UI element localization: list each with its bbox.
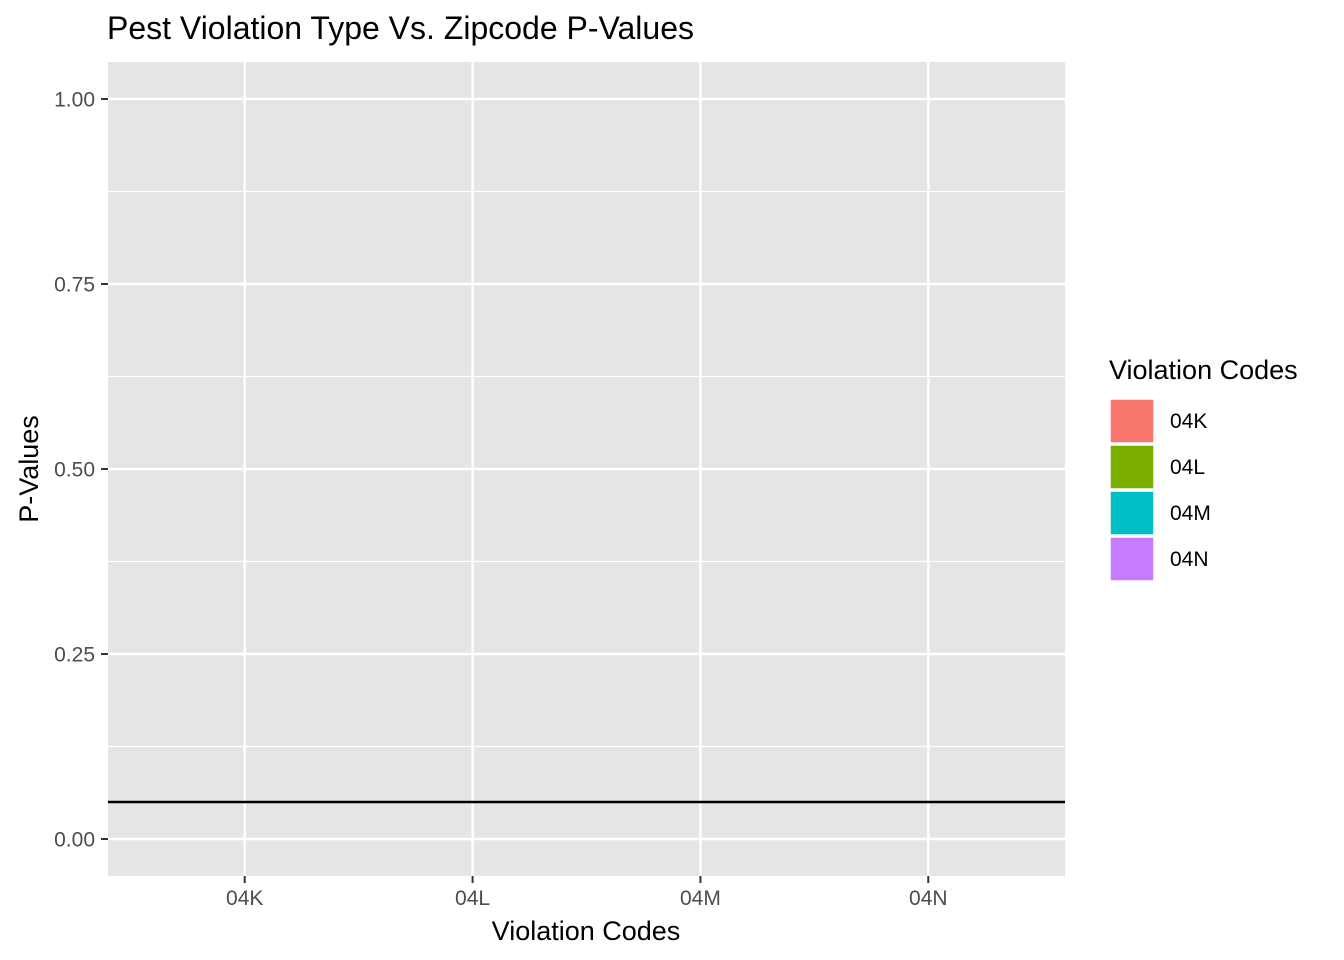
y-tick-label: 0.75: [54, 274, 95, 297]
legend-label-04k: 04K: [1170, 410, 1207, 433]
legend-label-04n: 04N: [1170, 548, 1209, 571]
y-tick-label: 0.50: [54, 459, 95, 482]
x-tick-label: 04L: [455, 887, 490, 910]
legend-key-04l: [1109, 444, 1155, 490]
legend-title: Violation Codes: [1109, 355, 1298, 385]
major-gridlines: [108, 62, 1065, 876]
legend: Violation Codes 04K 04L 04M 04N: [1109, 355, 1298, 582]
legend-label-04l: 04L: [1170, 456, 1205, 479]
y-tick-label: 1.00: [54, 89, 95, 112]
x-tick-label: 04N: [909, 887, 948, 910]
y-tick-label: 0.25: [54, 644, 95, 667]
x-tick-label: 04M: [680, 887, 721, 910]
legend-label-04m: 04M: [1170, 502, 1211, 525]
legend-key-04n: [1109, 536, 1155, 582]
minor-gridlines: [108, 190, 1065, 748]
y-axis-title: P-Values: [14, 415, 44, 523]
y-axis: 0.00 0.25 0.50 0.75 1.00: [54, 89, 108, 852]
legend-key-04k: [1109, 398, 1155, 444]
x-axis-title: Violation Codes: [492, 916, 681, 946]
y-tick-label: 0.00: [54, 829, 95, 852]
x-axis: 04K 04L 04M 04N: [226, 876, 948, 910]
chart-title: Pest Violation Type Vs. Zipcode P-Values: [107, 10, 694, 46]
legend-key-04m: [1109, 490, 1155, 536]
x-tick-label: 04K: [226, 887, 263, 910]
